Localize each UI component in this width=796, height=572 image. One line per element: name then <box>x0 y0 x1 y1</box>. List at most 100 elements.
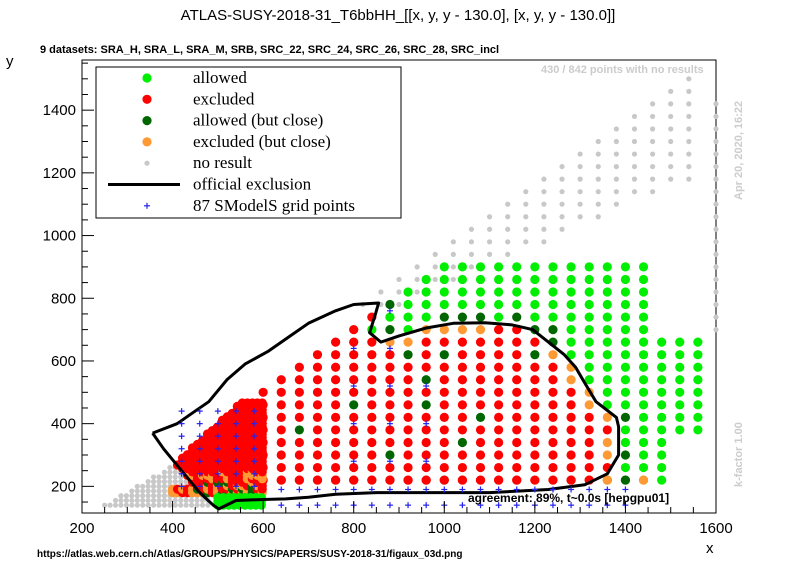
allowed-point <box>638 274 649 285</box>
excluded-point <box>439 412 449 422</box>
allowed-point <box>657 462 667 473</box>
no-result-point <box>172 469 178 475</box>
excluded-point <box>294 437 304 448</box>
excluded-point <box>548 412 558 422</box>
no-result-point <box>468 226 475 232</box>
allowed-point <box>657 387 667 397</box>
excluded-point <box>512 437 522 448</box>
no-result-point <box>541 239 547 245</box>
excluded-close-point <box>548 350 558 360</box>
excluded-point <box>276 475 286 485</box>
no-result-point <box>432 264 438 270</box>
excluded-point <box>494 400 504 410</box>
no-result-point <box>713 314 719 320</box>
no-result-point <box>145 479 151 485</box>
excluded-point <box>439 437 449 448</box>
no-result-point <box>161 474 168 480</box>
legend-label: allowed <box>193 68 247 87</box>
allowed-point <box>584 287 594 297</box>
no-result-point <box>713 151 719 157</box>
x-tick-label: 400 <box>160 520 185 537</box>
excluded-point <box>385 350 395 360</box>
no-result-point <box>432 276 438 283</box>
no-result-point <box>713 138 719 145</box>
no-result-point <box>713 163 719 170</box>
no-result-point <box>150 502 157 508</box>
legend-label: excluded <box>193 89 255 108</box>
excluded-point <box>584 462 594 473</box>
no-result-point <box>486 251 493 257</box>
excluded-point <box>276 425 286 435</box>
allowed-point <box>530 287 540 297</box>
allowed-point <box>457 262 467 272</box>
legend-item-grid-point: 87 SModelS grid points <box>144 196 355 215</box>
no-result-point <box>541 226 547 232</box>
excluded-point <box>457 350 467 360</box>
allowed-close-point <box>620 475 631 485</box>
allowed-point <box>620 362 631 372</box>
excluded-point <box>530 425 540 435</box>
smodels-grid-point <box>386 383 393 390</box>
excluded-point <box>512 375 522 385</box>
no-result-point <box>541 189 547 195</box>
no-result-point <box>161 469 168 475</box>
legend-marker <box>142 73 152 83</box>
no-result-point <box>559 176 565 182</box>
allowed-close-point <box>530 350 540 360</box>
excluded-point <box>403 450 413 460</box>
allowed-point <box>675 412 685 422</box>
excluded-point <box>385 375 395 385</box>
excluded-point <box>530 400 540 410</box>
smodels-grid-point <box>232 483 239 490</box>
excluded-point <box>457 362 467 372</box>
allowed-point <box>675 387 685 397</box>
allowed-point <box>620 437 631 448</box>
no-result-point <box>650 151 656 157</box>
excluded-point <box>294 387 304 397</box>
excluded-point <box>385 412 395 422</box>
no-result-point <box>145 493 151 499</box>
allowed-point <box>494 299 504 310</box>
smodels-grid-point <box>423 502 430 509</box>
no-result-point <box>172 479 178 485</box>
excluded-point <box>548 362 558 372</box>
excluded-close-point <box>602 450 612 460</box>
smodels-grid-point <box>386 345 393 352</box>
no-result-point <box>613 176 619 182</box>
smodels-grid-point <box>604 502 611 509</box>
no-result-point <box>450 239 456 245</box>
allowed-close-point <box>548 325 558 335</box>
allowed-point <box>638 400 649 410</box>
allowed-point <box>657 350 667 360</box>
excluded-point <box>439 337 449 347</box>
smodels-grid-point <box>196 483 203 490</box>
no-result-point <box>468 264 475 270</box>
allowed-point <box>512 299 522 310</box>
excluded-point <box>421 450 431 460</box>
no-result-point <box>668 126 674 132</box>
smodels-grid-point <box>178 445 185 452</box>
smodels-grid-point <box>196 408 203 415</box>
excluded-point <box>331 462 341 473</box>
excluded-close-point <box>475 325 486 335</box>
excluded-point <box>385 387 395 397</box>
no-result-point <box>686 76 692 82</box>
no-result-point <box>713 276 719 283</box>
excluded-point <box>439 462 449 473</box>
no-result-point <box>686 138 692 145</box>
no-result-point <box>505 201 511 207</box>
excluded-point <box>349 350 359 360</box>
no-result-point <box>650 163 656 170</box>
smodels-grid-point <box>495 486 502 493</box>
no-result-point <box>713 113 719 120</box>
x-tick-label: 800 <box>341 520 366 537</box>
excluded-close-point <box>638 475 649 485</box>
allowed-close-point <box>349 400 359 410</box>
allowed-point <box>584 325 594 335</box>
excluded-point <box>457 375 467 385</box>
smodels-grid-point <box>513 486 520 493</box>
no-result-point <box>156 488 162 494</box>
no-result-point <box>107 502 113 508</box>
smodels-grid-point <box>350 486 357 493</box>
no-result-point <box>167 469 173 475</box>
